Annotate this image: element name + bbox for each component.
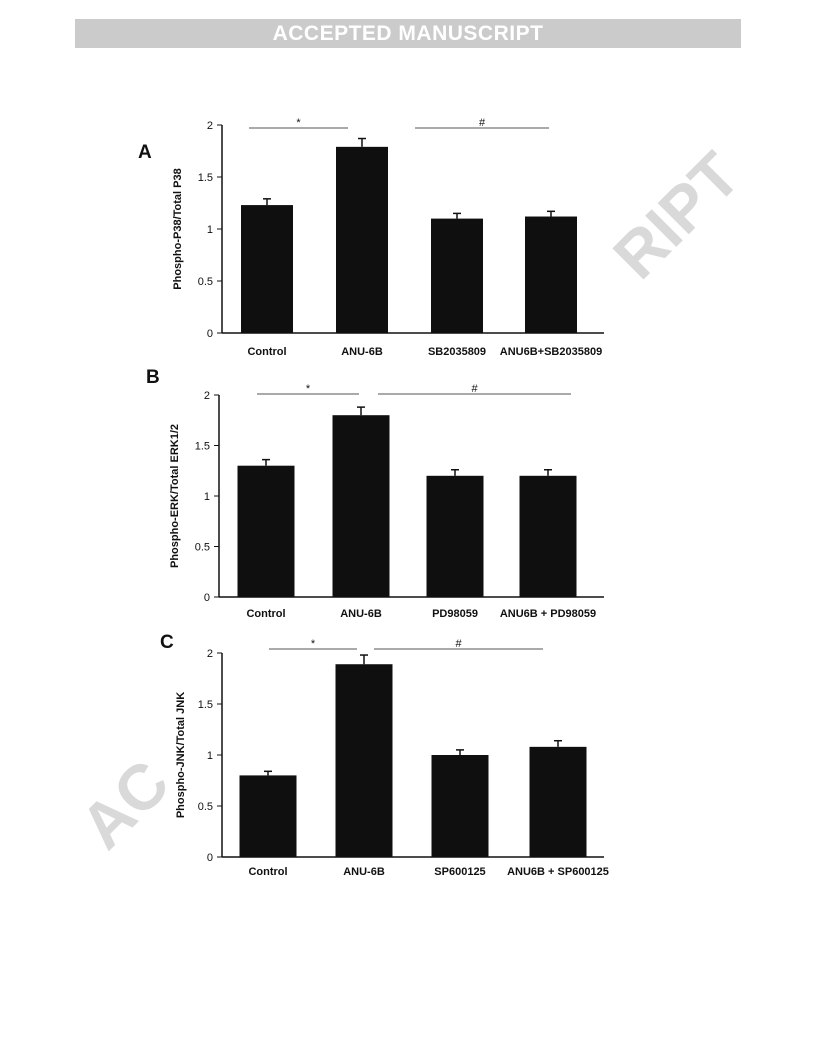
bar <box>431 218 483 333</box>
x-tick-label: ANU-6B <box>340 608 382 620</box>
y-tick-label: 1.5 <box>198 172 213 184</box>
x-tick-label: SP600125 <box>434 866 485 878</box>
y-axis-title: Phospho-P38/Total P38 <box>172 168 184 289</box>
y-tick-label: 0 <box>204 592 210 604</box>
bar <box>529 746 587 857</box>
x-tick-label: ANU-6B <box>341 346 383 358</box>
panel-label: B <box>146 367 160 388</box>
x-tick-label: ANU6B + PD98059 <box>500 608 596 620</box>
bar <box>332 415 390 597</box>
panel-label: A <box>138 142 152 163</box>
x-tick-label: ANU6B + SP600125 <box>507 866 609 878</box>
panel-label: C <box>160 632 174 653</box>
significance-marker: * <box>306 383 311 395</box>
significance-marker: # <box>455 638 462 650</box>
y-tick-label: 0 <box>207 328 213 340</box>
x-tick-label: ANU6B+SB2035809 <box>500 346 602 358</box>
x-tick-label: ANU-6B <box>343 866 385 878</box>
y-axis-title: Phospho-JNK/Total JNK <box>175 692 187 818</box>
significance-marker: # <box>471 383 478 395</box>
y-tick-label: 1.5 <box>198 699 213 711</box>
x-tick-label: Control <box>247 346 286 358</box>
bar <box>426 475 484 597</box>
bar <box>519 475 577 597</box>
y-axis-title: Phospho-ERK/Total ERK1/2 <box>169 424 181 568</box>
bar <box>525 216 577 333</box>
y-tick-label: 1 <box>204 491 210 503</box>
bar <box>237 465 295 597</box>
manuscript-banner: ACCEPTED MANUSCRIPT <box>75 19 741 48</box>
x-tick-label: Control <box>246 608 285 620</box>
x-tick-label: PD98059 <box>432 608 478 620</box>
y-tick-label: 0.5 <box>198 801 213 813</box>
bar <box>239 775 297 857</box>
banner-text: ACCEPTED MANUSCRIPT <box>272 22 544 45</box>
y-tick-label: 2 <box>204 390 210 402</box>
y-tick-label: 2 <box>207 120 213 132</box>
y-tick-label: 0 <box>207 852 213 864</box>
bar <box>431 755 489 857</box>
y-tick-label: 1.5 <box>195 441 210 453</box>
x-tick-label: Control <box>248 866 287 878</box>
y-tick-label: 2 <box>207 648 213 660</box>
significance-marker: * <box>296 117 301 129</box>
y-tick-label: 0.5 <box>198 276 213 288</box>
significance-marker: # <box>479 117 486 129</box>
y-tick-label: 1 <box>207 224 213 236</box>
bar <box>335 664 393 857</box>
bar <box>241 205 293 333</box>
y-tick-label: 1 <box>207 750 213 762</box>
bar <box>336 146 388 333</box>
significance-marker: * <box>311 638 316 650</box>
x-tick-label: SB2035809 <box>428 346 486 358</box>
y-tick-label: 0.5 <box>195 542 210 554</box>
